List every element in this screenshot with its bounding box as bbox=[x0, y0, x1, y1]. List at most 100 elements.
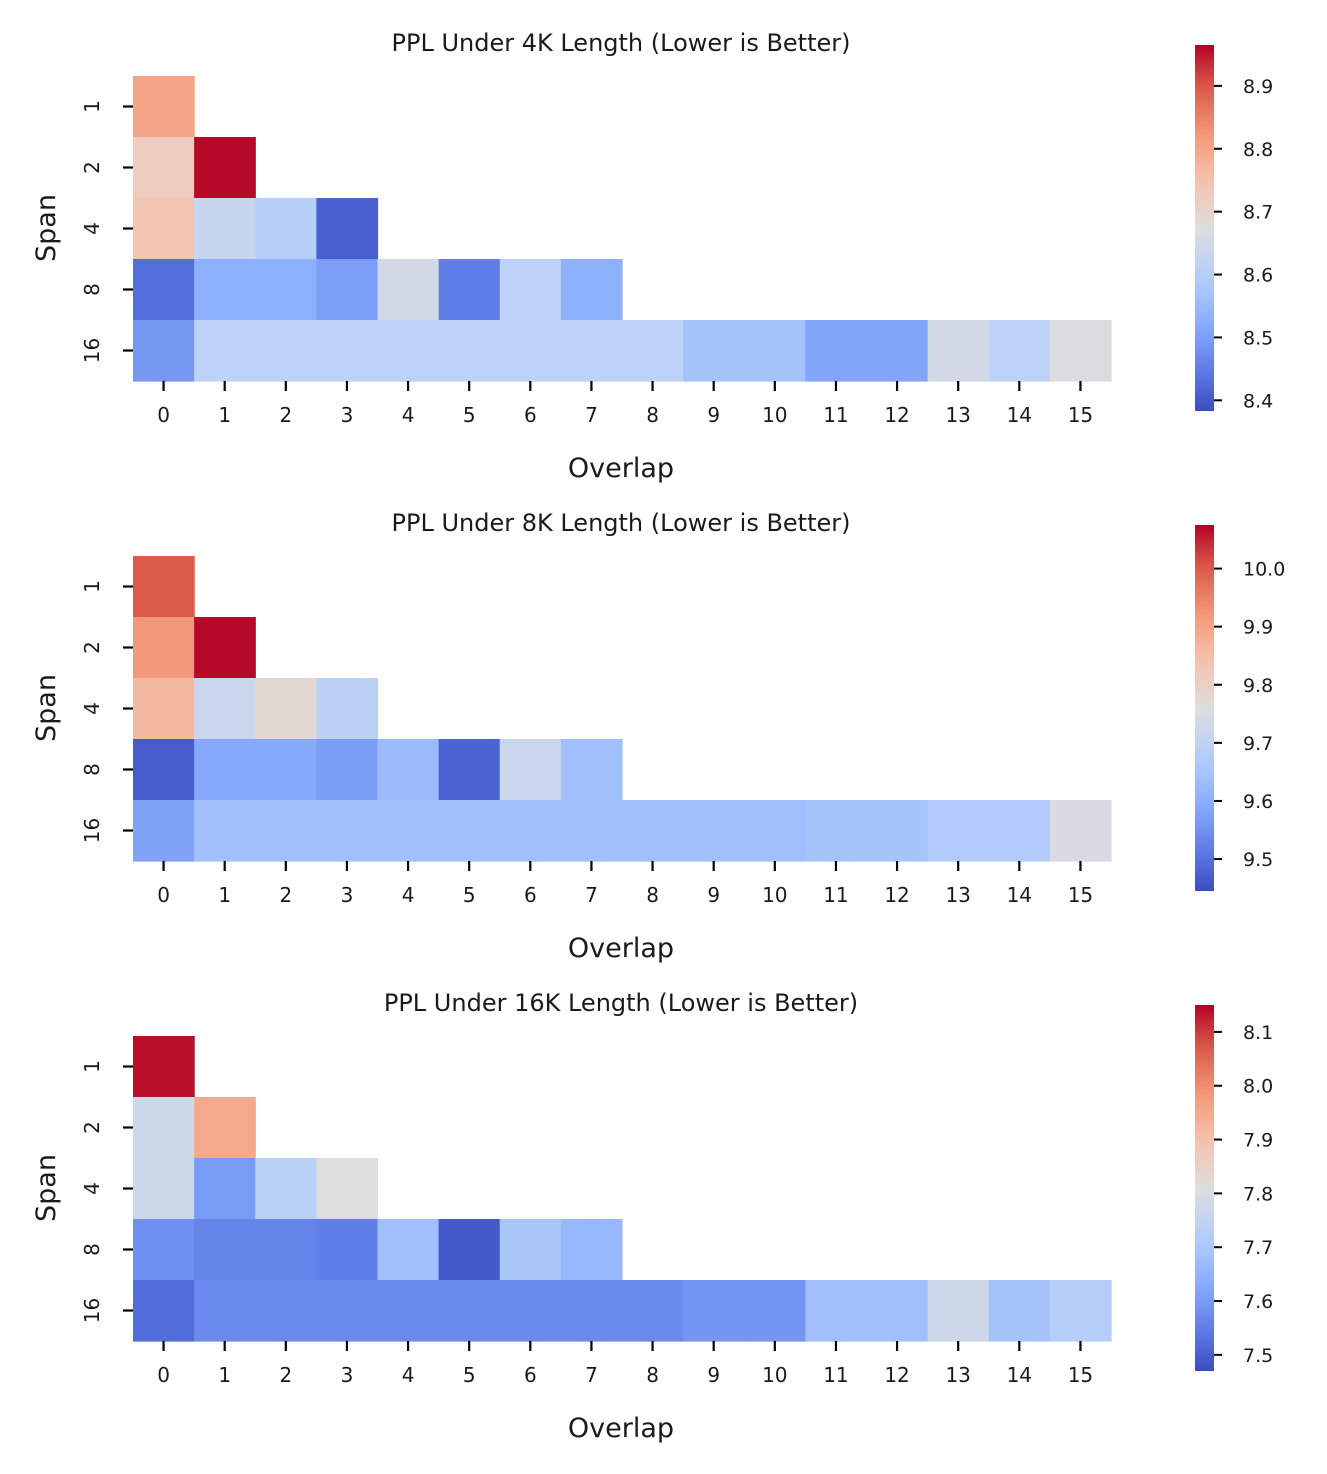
heatmap-cell bbox=[133, 259, 195, 321]
y-tick-label: 4 bbox=[80, 222, 104, 235]
heatmap-cell bbox=[316, 1158, 379, 1220]
heatmap-cell bbox=[194, 198, 256, 260]
x-tick-label: 13 bbox=[945, 403, 970, 427]
heatmap-cell bbox=[133, 137, 195, 199]
x-tick-label: 1 bbox=[218, 883, 231, 907]
colorbar-tick-label: 8.4 bbox=[1243, 390, 1273, 412]
x-tick-label: 15 bbox=[1068, 1363, 1093, 1387]
x-tick-label: 15 bbox=[1068, 403, 1093, 427]
heatmap-cell bbox=[194, 1219, 256, 1281]
heatmap-cell bbox=[316, 320, 379, 382]
y-tick-label: 4 bbox=[80, 1182, 104, 1195]
x-axis-label: Overlap bbox=[568, 1413, 674, 1444]
heatmap-cell bbox=[133, 1097, 195, 1159]
heatmap-cell bbox=[805, 800, 868, 862]
x-tick-label: 4 bbox=[402, 403, 415, 427]
colorbar-gradient bbox=[1195, 1005, 1214, 1371]
colorbar-tick-label: 8.9 bbox=[1243, 76, 1273, 98]
y-axis-ticks: 1 2 4 8 16 bbox=[80, 1060, 133, 1323]
heatmap-cell bbox=[316, 800, 379, 862]
heatmap-cell bbox=[988, 1280, 1051, 1342]
panel-title: PPL Under 16K Length (Lower is Better) bbox=[384, 989, 858, 1017]
colorbar-gradient bbox=[1195, 525, 1214, 891]
x-axis-label: Overlap bbox=[568, 453, 674, 484]
x-tick-label: 12 bbox=[884, 403, 909, 427]
heatmap-cells bbox=[133, 556, 1112, 862]
colorbar-gradient bbox=[1195, 45, 1214, 411]
x-tick-label: 10 bbox=[762, 403, 787, 427]
heatmap-panel-4k: PPL Under 4K Length (Lower is Better) 0 1… bbox=[31, 29, 1273, 484]
heatmap-cell bbox=[133, 678, 195, 740]
x-tick-label: 5 bbox=[463, 883, 476, 907]
colorbar: 9.5 9.6 9.7 9.8 9.9 10.0 bbox=[1195, 525, 1285, 891]
y-tick-label: 1 bbox=[80, 1060, 104, 1073]
x-tick-label: 14 bbox=[1007, 883, 1032, 907]
x-axis-ticks: 0 1 2 3 4 5 6 7 8 9 10 11 12 13 14 15 bbox=[157, 1341, 1093, 1387]
colorbar-tick-label: 8.8 bbox=[1243, 139, 1273, 161]
x-tick-label: 6 bbox=[524, 1363, 537, 1387]
y-tick-label: 8 bbox=[80, 283, 104, 296]
x-tick-label: 11 bbox=[823, 883, 848, 907]
heatmap-cell bbox=[194, 320, 256, 382]
colorbar-tick-label: 9.6 bbox=[1243, 791, 1273, 813]
heatmap-cell bbox=[866, 1280, 929, 1342]
heatmap-panel-8k: PPL Under 8K Length (Lower is Better) 0 1… bbox=[31, 509, 1285, 964]
y-tick-label: 8 bbox=[80, 1243, 104, 1256]
x-tick-label: 2 bbox=[279, 883, 292, 907]
heatmap-cell bbox=[255, 198, 317, 260]
heatmap-cells bbox=[133, 76, 1112, 382]
heatmap-cell bbox=[499, 739, 562, 801]
heatmap-cell bbox=[316, 259, 379, 321]
x-tick-label: 5 bbox=[463, 1363, 476, 1387]
x-axis-ticks: 0 1 2 3 4 5 6 7 8 9 10 11 12 13 14 15 bbox=[157, 381, 1093, 427]
heatmap-cell bbox=[194, 137, 256, 199]
y-axis-label: Span bbox=[31, 674, 62, 742]
heatmap-cell bbox=[133, 320, 195, 382]
x-tick-label: 13 bbox=[945, 883, 970, 907]
heatmap-cell bbox=[255, 1280, 317, 1342]
x-axis-ticks: 0 1 2 3 4 5 6 7 8 9 10 11 12 13 14 15 bbox=[157, 861, 1093, 907]
x-tick-label: 10 bbox=[762, 883, 787, 907]
x-tick-label: 7 bbox=[585, 883, 598, 907]
x-tick-label: 12 bbox=[884, 1363, 909, 1387]
x-tick-label: 0 bbox=[157, 883, 170, 907]
heatmap-cell bbox=[194, 800, 256, 862]
heatmap-cell bbox=[560, 1219, 623, 1281]
colorbar-tick-label: 7.5 bbox=[1243, 1345, 1273, 1367]
heatmap-cell bbox=[927, 1280, 990, 1342]
heatmap-cell bbox=[499, 800, 562, 862]
x-tick-label: 11 bbox=[823, 403, 848, 427]
heatmap-cell bbox=[133, 76, 195, 138]
heatmap-cell bbox=[255, 259, 317, 321]
heatmap-cell bbox=[377, 259, 440, 321]
heatmap-cell bbox=[988, 800, 1051, 862]
x-tick-label: 1 bbox=[218, 403, 231, 427]
heatmap-cell bbox=[744, 800, 806, 862]
heatmap-cell bbox=[133, 1036, 195, 1098]
heatmap-cell bbox=[194, 259, 256, 321]
y-tick-label: 2 bbox=[80, 161, 104, 174]
heatmap-cell bbox=[316, 678, 379, 740]
heatmap-cell bbox=[377, 320, 440, 382]
x-tick-label: 4 bbox=[402, 1363, 415, 1387]
x-tick-label: 7 bbox=[585, 403, 598, 427]
heatmap-cell bbox=[622, 800, 684, 862]
colorbar-tick-label: 7.6 bbox=[1243, 1291, 1273, 1313]
heatmap-cell bbox=[255, 739, 317, 801]
colorbar: 8.4 8.5 8.6 8.7 8.8 8.9 bbox=[1195, 45, 1273, 412]
x-tick-label: 12 bbox=[884, 883, 909, 907]
x-tick-label: 15 bbox=[1068, 883, 1093, 907]
heatmap-cell bbox=[316, 739, 379, 801]
heatmap-cell bbox=[194, 1158, 256, 1220]
heatmap-cell bbox=[133, 800, 195, 862]
heatmap-cell bbox=[316, 198, 379, 260]
heatmap-cell bbox=[683, 320, 745, 382]
heatmap-cell bbox=[560, 800, 623, 862]
heatmap-cell bbox=[377, 739, 440, 801]
heatmap-cell bbox=[499, 320, 562, 382]
y-axis-label: Span bbox=[31, 1154, 62, 1222]
x-tick-label: 14 bbox=[1007, 1363, 1032, 1387]
heatmap-cell bbox=[1049, 1280, 1112, 1342]
x-tick-label: 9 bbox=[707, 1363, 720, 1387]
heatmap-cell bbox=[499, 259, 562, 321]
